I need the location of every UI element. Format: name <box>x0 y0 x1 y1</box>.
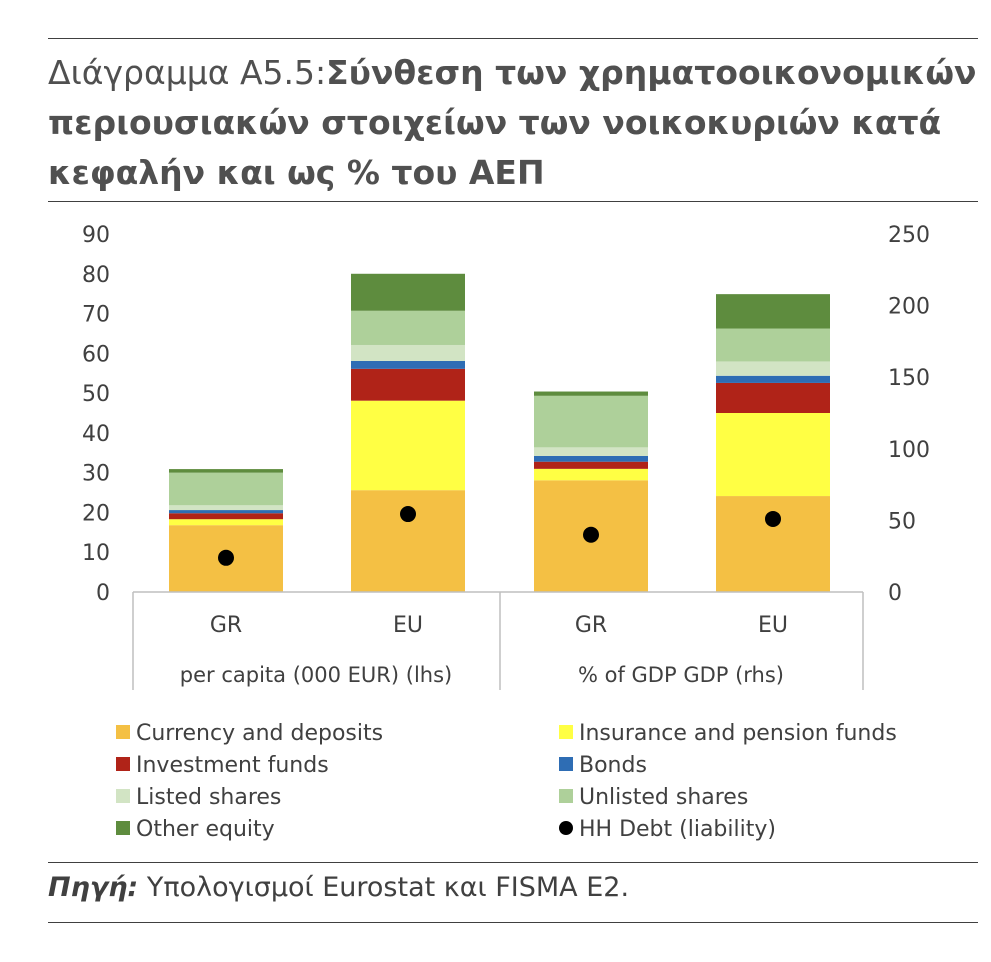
legend-label-unlisted-shares: Unlisted shares <box>579 785 748 810</box>
bar-segment-other-equity <box>534 391 648 396</box>
right-axis-tick-label: 250 <box>888 223 930 248</box>
category-label: EU <box>393 613 423 638</box>
legend-swatch-investment-funds <box>116 757 130 771</box>
bar-segment-investment-funds <box>169 513 283 520</box>
bar-segment-currency-and-deposits <box>716 496 830 592</box>
hh-debt-marker <box>400 506 416 523</box>
chart: 0 10 20 30 40 50 60 70 80 90 0 50 100 150 200 250 GR EU GR… <box>82 223 930 842</box>
bar-segment-bonds <box>716 375 830 383</box>
bar-segment-investment-funds <box>351 368 465 401</box>
bar-segment-insurance-and-pension-funds <box>716 413 830 497</box>
hh-debt-marker <box>583 526 599 543</box>
group-label: per capita (000 EUR) (lhs) <box>180 663 452 687</box>
left-axis-tick-label: 70 <box>82 303 110 328</box>
left-axis-tick-label: 30 <box>82 462 110 487</box>
legend-swatch-other-equity <box>116 821 130 835</box>
bar-segment-unlisted-shares <box>169 472 283 506</box>
bar-segment-listed-shares <box>534 447 648 456</box>
legend-label-hh-debt-liability-: HH Debt (liability) <box>579 817 776 842</box>
bar-segment-other-equity <box>351 273 465 311</box>
bar-segment-insurance-and-pension-funds <box>351 400 465 491</box>
bar-segment-listed-shares <box>716 361 830 376</box>
bar-segment-investment-funds <box>534 461 648 469</box>
title-line-1: Σύνθεση των χρηματοοικονομικών <box>326 53 977 92</box>
title-line-2: περιουσιακών στοιχείων των νοικοκυριών κ… <box>48 103 942 142</box>
legend-swatch-unlisted-shares <box>559 789 573 803</box>
top-rule <box>48 38 978 39</box>
legend-label-other-equity: Other equity <box>136 817 275 842</box>
legend-label-listed-shares: Listed shares <box>136 785 281 810</box>
left-axis-tick-label: 10 <box>82 541 110 566</box>
right-axis-tick-label: 200 <box>888 295 930 320</box>
hh-debt-marker <box>218 549 234 566</box>
bar-segment-bonds <box>351 360 465 369</box>
right-axis-tick-label: 50 <box>888 509 916 534</box>
chart-title: Διάγραμμα Α5.5:Σύνθεση των χρηματοοικονο… <box>48 48 978 198</box>
bar-segment-currency-and-deposits <box>351 490 465 592</box>
bar-segment-insurance-and-pension-funds <box>534 468 648 481</box>
left-axis-tick-label: 60 <box>82 342 110 367</box>
bar-segment-other-equity <box>716 294 830 329</box>
source-label: Πηγή: <box>48 872 139 903</box>
group-label: % of GDP GDP (rhs) <box>578 663 784 687</box>
right-axis-tick-label: 150 <box>888 366 930 391</box>
category-label: GR <box>210 613 242 638</box>
left-axis-tick-label: 40 <box>82 422 110 447</box>
bar-segment-listed-shares <box>351 344 465 361</box>
legend-label-insurance-and-pension-funds: Insurance and pension funds <box>579 721 897 746</box>
hh-debt-marker <box>765 510 781 527</box>
source-note: Πηγή: Υπολογισμοί Eurostat και FISMA E2. <box>48 872 629 903</box>
legend-swatch-hh-debt-liability- <box>559 821 573 835</box>
bar-segment-insurance-and-pension-funds <box>169 519 283 526</box>
left-axis-tick-label: 0 <box>96 581 110 606</box>
bar-segment-investment-funds <box>716 382 830 413</box>
title-rule <box>48 201 978 202</box>
bar-segment-unlisted-shares <box>534 395 648 448</box>
legend-swatch-currency-and-deposits <box>116 725 130 739</box>
left-axis-tick-label: 90 <box>82 223 110 248</box>
left-axis-tick-label: 50 <box>82 382 110 407</box>
category-label: EU <box>758 613 788 638</box>
legend-label-bonds: Bonds <box>579 753 647 778</box>
right-axis-tick-label: 100 <box>888 438 930 463</box>
category-label: GR <box>575 613 607 638</box>
legend-label-investment-funds: Investment funds <box>136 753 329 778</box>
bottom-rule <box>48 862 978 863</box>
left-axis-tick-label: 80 <box>82 263 110 288</box>
legend-swatch-listed-shares <box>116 789 130 803</box>
bar-segment-unlisted-shares <box>716 328 830 362</box>
legend-swatch-bonds <box>559 757 573 771</box>
title-prefix: Διάγραμμα Α5.5: <box>48 53 327 92</box>
legend-swatch-insurance-and-pension-funds <box>559 725 573 739</box>
bar-segment-unlisted-shares <box>351 310 465 345</box>
bar-segment-listed-shares <box>169 505 283 511</box>
bar-segment-bonds <box>534 455 648 462</box>
right-axis-tick-label: 0 <box>888 581 902 606</box>
title-line-3: κεφαλήν και ως % του ΑΕΠ <box>48 153 545 192</box>
bar-segment-bonds <box>169 510 283 514</box>
legend-label-currency-and-deposits: Currency and deposits <box>136 721 383 746</box>
source-text: Υπολογισμοί Eurostat και FISMA E2. <box>146 872 630 903</box>
end-rule <box>48 922 978 923</box>
left-axis-tick-label: 20 <box>82 501 110 526</box>
bar-segment-other-equity <box>169 469 283 473</box>
